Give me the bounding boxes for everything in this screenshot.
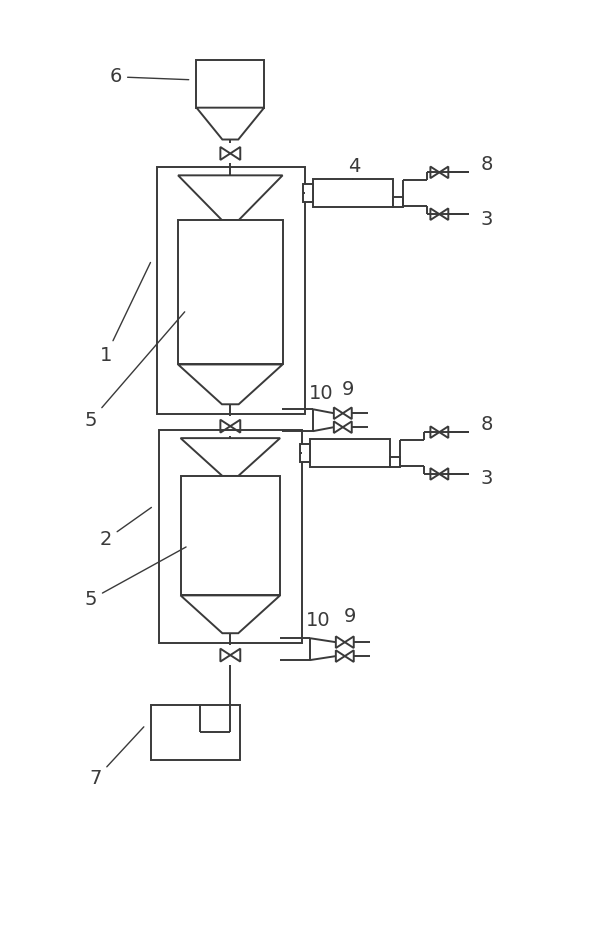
Polygon shape bbox=[196, 108, 264, 140]
Polygon shape bbox=[439, 468, 448, 480]
Bar bbox=[157, 167, 305, 414]
Text: 9: 9 bbox=[344, 606, 356, 626]
Polygon shape bbox=[230, 147, 240, 160]
Text: 3: 3 bbox=[481, 470, 493, 488]
Text: 5: 5 bbox=[85, 547, 186, 609]
Bar bbox=[178, 220, 283, 365]
Polygon shape bbox=[220, 648, 230, 661]
Bar bbox=[196, 60, 264, 108]
Bar bbox=[389, 457, 400, 467]
Text: 8: 8 bbox=[481, 155, 493, 174]
Bar bbox=[158, 431, 302, 644]
Polygon shape bbox=[181, 438, 280, 476]
Text: 4: 4 bbox=[349, 157, 361, 179]
Polygon shape bbox=[178, 176, 283, 220]
Text: 10: 10 bbox=[305, 611, 330, 630]
Polygon shape bbox=[334, 407, 343, 419]
Bar bbox=[300, 445, 310, 462]
Text: 6: 6 bbox=[110, 67, 189, 86]
Polygon shape bbox=[336, 636, 345, 648]
Bar bbox=[313, 179, 392, 207]
Polygon shape bbox=[345, 650, 354, 662]
Polygon shape bbox=[230, 648, 240, 661]
Text: 7: 7 bbox=[90, 727, 144, 788]
Bar bbox=[310, 439, 389, 467]
Bar bbox=[303, 184, 313, 202]
Polygon shape bbox=[220, 419, 230, 432]
Polygon shape bbox=[336, 650, 345, 662]
Polygon shape bbox=[430, 208, 439, 220]
Polygon shape bbox=[430, 166, 439, 179]
Polygon shape bbox=[220, 147, 230, 160]
Text: 9: 9 bbox=[341, 379, 354, 399]
Polygon shape bbox=[230, 419, 240, 432]
Text: 8: 8 bbox=[481, 415, 493, 433]
Bar bbox=[151, 705, 240, 760]
Polygon shape bbox=[439, 208, 448, 220]
Text: 2: 2 bbox=[100, 508, 151, 549]
Text: 1: 1 bbox=[100, 262, 151, 365]
Polygon shape bbox=[439, 166, 448, 179]
Bar bbox=[181, 476, 280, 595]
Polygon shape bbox=[181, 595, 280, 633]
Polygon shape bbox=[345, 636, 354, 648]
Polygon shape bbox=[334, 421, 343, 433]
Bar bbox=[392, 197, 403, 207]
Text: 3: 3 bbox=[481, 209, 493, 229]
Polygon shape bbox=[343, 407, 352, 419]
Polygon shape bbox=[178, 365, 283, 405]
Polygon shape bbox=[343, 421, 352, 433]
Polygon shape bbox=[430, 426, 439, 438]
Polygon shape bbox=[430, 468, 439, 480]
Text: 10: 10 bbox=[308, 384, 333, 403]
Polygon shape bbox=[439, 426, 448, 438]
Text: 5: 5 bbox=[85, 312, 185, 430]
